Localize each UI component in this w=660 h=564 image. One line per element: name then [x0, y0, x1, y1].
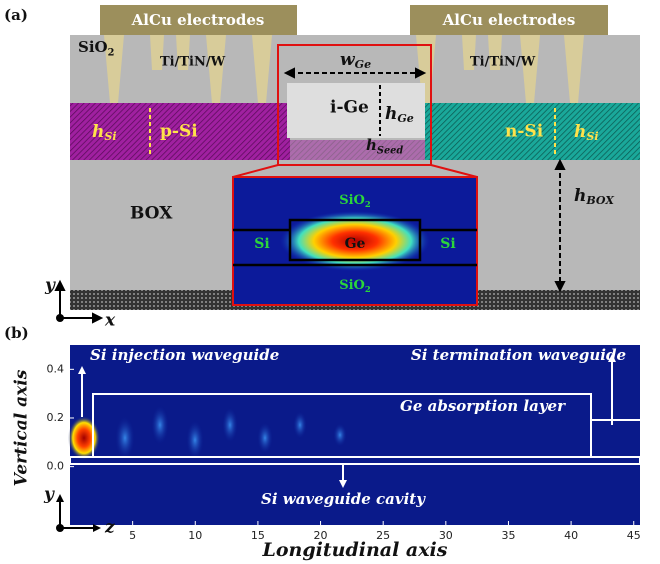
label-main: h	[92, 122, 104, 142]
label: Ge	[345, 236, 366, 252]
x-tick-label: 10	[188, 529, 202, 542]
label-main: h	[385, 104, 397, 124]
annotation: Si injection waveguide	[90, 346, 279, 364]
label: Ti/TiN/W	[470, 55, 536, 70]
x-tick-label: 45	[627, 529, 641, 542]
label: i-Ge	[330, 98, 369, 118]
label: AlCu electrodes	[442, 11, 576, 29]
axis-label: y	[43, 485, 55, 505]
panel-label: (a)	[4, 6, 28, 24]
annotation: Ge absorption layer	[400, 397, 566, 415]
label-main: h	[574, 122, 586, 142]
label-sub: Seed	[377, 145, 403, 156]
label-sub: Ge	[397, 112, 413, 125]
label-sub: Si	[586, 130, 598, 143]
panel-label: (b)	[4, 324, 29, 342]
annotation: Si termination waveguide	[411, 346, 626, 364]
label-main: h	[366, 136, 377, 154]
label-sub: 2	[365, 283, 371, 293]
axis-label: y	[44, 276, 56, 296]
label: BOX	[130, 204, 173, 224]
label-main: SiO	[339, 193, 365, 208]
label-main: h	[574, 186, 586, 206]
x-tick-label: 40	[564, 529, 578, 542]
label-main: w	[340, 50, 356, 70]
figure: (a)AlCu electrodesAlCu electrodesSiO2Ti/…	[0, 0, 660, 564]
label: AlCu electrodes	[131, 11, 265, 29]
y-tick-label: 0.0	[47, 460, 65, 473]
label: p-Si	[160, 122, 198, 142]
label: Si	[254, 236, 269, 252]
label: Ti/TiN/W	[160, 55, 226, 70]
annotation: Si waveguide cavity	[261, 490, 426, 508]
label-sub: Ge	[355, 58, 371, 71]
x-axis-title: Longitudinal axis	[262, 539, 448, 561]
axis-label: x	[104, 311, 116, 331]
label-sub: BOX	[585, 194, 614, 207]
seed	[290, 140, 425, 160]
label-sub: 2	[108, 47, 115, 58]
y-tick-label: 0.2	[47, 411, 65, 424]
x-tick-label: 5	[129, 529, 136, 542]
label: Si	[440, 236, 455, 252]
y-tick-label: 0.4	[47, 362, 65, 375]
x-tick-label: 35	[501, 529, 515, 542]
label-main: SiO	[339, 278, 365, 293]
label-sub: Si	[104, 130, 116, 143]
y-axis-title: Vertical axis	[12, 369, 32, 486]
label-sub: 2	[365, 198, 371, 208]
axis-label: z	[104, 518, 115, 538]
label-main: SiO	[78, 38, 108, 56]
label: n-Si	[505, 122, 544, 142]
